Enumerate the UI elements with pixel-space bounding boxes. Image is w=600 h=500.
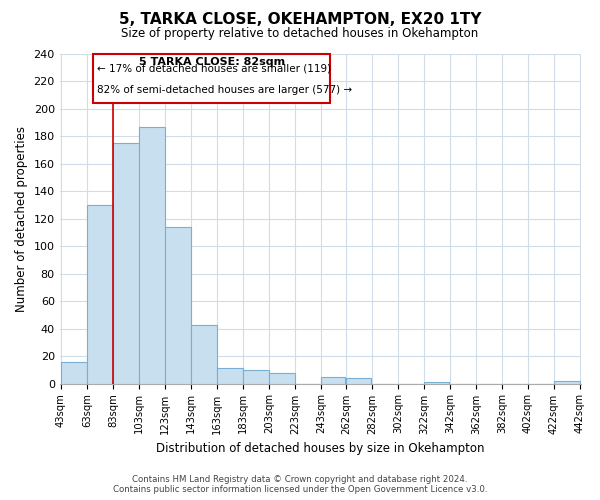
Bar <box>166 227 191 384</box>
Bar <box>139 127 164 384</box>
Bar <box>88 205 113 384</box>
Text: Size of property relative to detached houses in Okehampton: Size of property relative to detached ho… <box>121 28 479 40</box>
Bar <box>217 368 243 384</box>
Bar <box>191 324 217 384</box>
Y-axis label: Number of detached properties: Number of detached properties <box>15 126 28 312</box>
Bar <box>346 378 371 384</box>
FancyBboxPatch shape <box>94 54 330 104</box>
Text: 82% of semi-detached houses are larger (577) →: 82% of semi-detached houses are larger (… <box>97 85 353 95</box>
Text: Contains HM Land Registry data © Crown copyright and database right 2024.
Contai: Contains HM Land Registry data © Crown c… <box>113 474 487 494</box>
Bar <box>424 382 449 384</box>
Text: ← 17% of detached houses are smaller (119): ← 17% of detached houses are smaller (11… <box>97 63 332 73</box>
Bar <box>113 144 139 384</box>
Bar <box>244 370 269 384</box>
Bar <box>61 362 86 384</box>
Text: 5, TARKA CLOSE, OKEHAMPTON, EX20 1TY: 5, TARKA CLOSE, OKEHAMPTON, EX20 1TY <box>119 12 481 28</box>
Text: 5 TARKA CLOSE: 82sqm: 5 TARKA CLOSE: 82sqm <box>139 56 285 66</box>
Bar <box>554 381 580 384</box>
X-axis label: Distribution of detached houses by size in Okehampton: Distribution of detached houses by size … <box>156 442 485 455</box>
Bar <box>269 372 295 384</box>
Bar <box>322 376 346 384</box>
